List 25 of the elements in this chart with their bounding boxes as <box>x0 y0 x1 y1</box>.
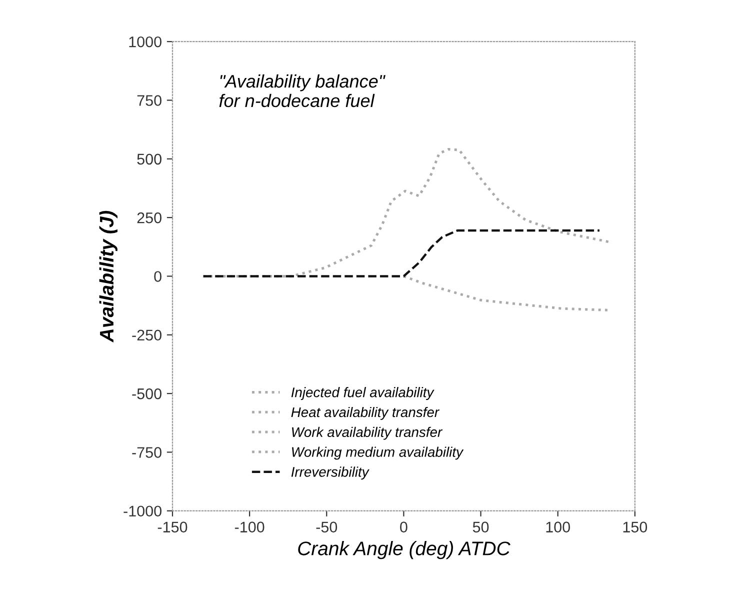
y-tick-label: 500 <box>137 154 162 165</box>
x-tick-label: -100 <box>234 522 264 532</box>
y-tick-label: -1000 <box>124 506 162 517</box>
legend-label: Heat availability transfer <box>291 406 440 420</box>
x-tick-label: 100 <box>546 522 570 532</box>
line-series <box>202 229 601 278</box>
y-tick-label: 750 <box>137 95 162 106</box>
legend-label: Working medium availability <box>292 446 464 460</box>
x-tick-label: 150 <box>623 522 648 532</box>
y-tick-label: -500 <box>132 388 162 400</box>
y-tick-label: -250 <box>132 330 162 341</box>
legend-label: Injected fuel availability <box>291 387 434 400</box>
y-tick-label: 1000 <box>129 36 162 48</box>
x-tick-label: -50 <box>316 522 338 532</box>
y-axis-title: Availability (J) <box>99 210 118 343</box>
x-tick-label: 50 <box>472 522 489 532</box>
x-tick-label: -150 <box>158 522 188 532</box>
y-tick-label: 0 <box>154 271 162 282</box>
x-tick-label: 0 <box>400 522 408 532</box>
text: "Availability balance" for n-dodecane fuel <box>219 74 386 108</box>
legend-label: Irreversibility <box>291 466 370 480</box>
x-axis-title: Crank Angle (deg) ATDC <box>298 541 510 560</box>
legend-label: Work availability transfer <box>292 426 443 440</box>
y-tick-label: 250 <box>137 212 162 224</box>
y-tick-label: -750 <box>132 447 162 458</box>
